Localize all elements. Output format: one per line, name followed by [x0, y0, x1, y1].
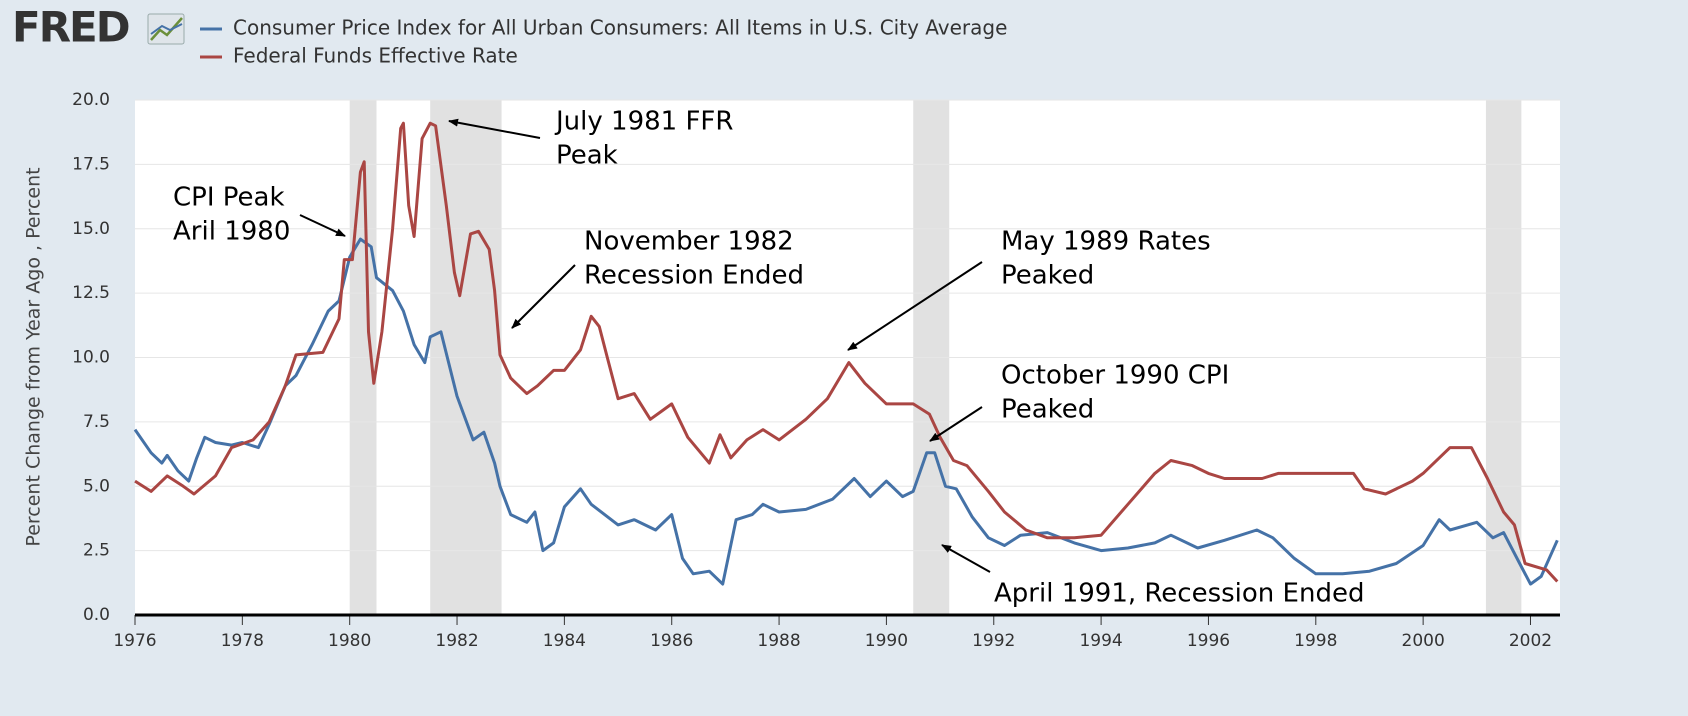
y-tick-label: 0.0: [83, 605, 110, 625]
x-tick-label: 1982: [435, 631, 478, 651]
x-tick-label: 1986: [650, 631, 693, 651]
x-tick-label: 1990: [865, 631, 908, 651]
x-tick-label: 1996: [1187, 631, 1230, 651]
x-tick-label: 2000: [1402, 631, 1445, 651]
x-tick-label: 1988: [757, 631, 800, 651]
x-tick-label: 1978: [221, 631, 264, 651]
annotation-text: Peaked: [1001, 261, 1094, 291]
annotation-text: May 1989 Rates: [1001, 227, 1211, 257]
y-tick-label: 7.5: [83, 412, 110, 432]
x-tick-label: 1992: [972, 631, 1015, 651]
annotation-arrow: [941, 544, 991, 573]
annotation-text: Aril 1980: [173, 217, 290, 247]
x-tick-label: 1980: [328, 631, 371, 651]
series-line: [134, 121, 1559, 583]
y-tick-label: 2.5: [83, 541, 110, 561]
annotation-text: Recession Ended: [584, 261, 804, 291]
annotation-arrow: [929, 406, 983, 442]
y-tick-label: 15.0: [72, 219, 110, 239]
annotation-arrow: [299, 214, 346, 237]
annotation-text: April 1991, Recession Ended: [994, 579, 1364, 609]
annotation-text: November 1982: [584, 227, 794, 257]
legend-label: Consumer Price Index for All Urban Consu…: [233, 16, 1007, 40]
x-tick-label: 2002: [1509, 631, 1552, 651]
y-tick-label: 12.5: [72, 283, 110, 303]
y-tick-label: 17.5: [72, 154, 110, 174]
annotation-text: July 1981 FFR: [554, 107, 733, 137]
y-axis-label: Percent Change from Year Ago , Percent: [23, 167, 45, 546]
legend-label: Federal Funds Effective Rate: [233, 44, 518, 68]
annotation-text: October 1990 CPI: [1001, 361, 1229, 391]
series-line: [133, 237, 1559, 586]
y-tick-label: 20.0: [72, 90, 110, 110]
annotation-text: Peak: [556, 141, 618, 171]
x-tick-label: 1994: [1079, 631, 1122, 651]
logo: FRED: [12, 3, 129, 52]
annotation-text: Peaked: [1001, 395, 1094, 425]
annotation-arrow: [448, 118, 541, 139]
y-tick-label: 5.0: [83, 476, 110, 496]
x-tick-label: 1984: [543, 631, 586, 651]
y-tick-label: 10.0: [72, 348, 110, 368]
x-tick-label: 1998: [1294, 631, 1337, 651]
annotation-arrow: [511, 264, 576, 329]
logo-icon: [147, 13, 185, 45]
x-tick-label: 1976: [113, 631, 156, 651]
annotation-arrow: [847, 261, 983, 351]
annotation-text: CPI Peak: [173, 183, 285, 213]
